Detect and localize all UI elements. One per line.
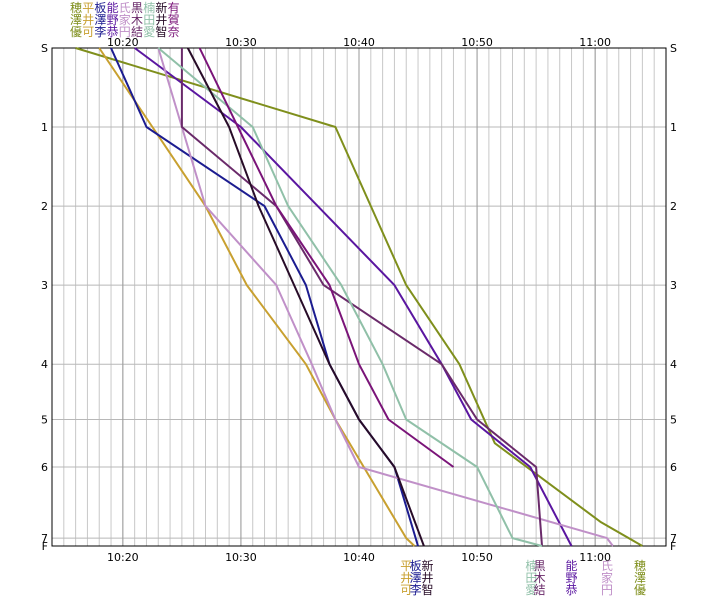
top-legend-char: 黒 <box>131 1 143 15</box>
series-line-9 <box>198 47 455 468</box>
bottom-legend-char: 能 <box>566 559 578 573</box>
y-tick-label-right: F <box>670 540 676 553</box>
bottom-legend-char: 穂 <box>634 559 646 573</box>
bottom-legend-char: 井 <box>421 571 433 585</box>
x-tick-label-top: 11:00 <box>579 36 611 49</box>
top-legend-char: 愛 <box>143 25 155 39</box>
x-tick-label-top: 10:30 <box>225 36 257 49</box>
y-tick-label-right: 3 <box>670 279 677 292</box>
bottom-legend-char: 井 <box>400 571 412 585</box>
bottom-legend-char: 黒 <box>534 559 546 573</box>
x-tick-label-bottom: 10:30 <box>225 551 257 564</box>
bottom-legend-char: 新 <box>421 558 433 573</box>
top-legend-char: 円 <box>119 25 131 39</box>
top-legend-char: 井 <box>82 13 94 27</box>
top-legend-char: 可 <box>82 25 94 39</box>
x-tick-label-bottom: 10:40 <box>343 551 375 564</box>
series-lines <box>75 47 643 547</box>
bottom-legend-char: 田 <box>525 571 537 585</box>
top-legend-char: 李 <box>94 24 106 39</box>
top-legend-char: 澤 <box>70 13 82 27</box>
x-tick-label-top: 10:20 <box>107 36 139 49</box>
top-legend-char: 澤 <box>94 13 106 27</box>
series-line-4 <box>134 47 573 547</box>
bottom-legend-char: 野 <box>566 571 578 585</box>
series-line-8 <box>186 47 425 547</box>
x-tick-label-top: 10:40 <box>343 36 375 49</box>
bottom-legend-char: 板 <box>410 559 422 573</box>
y-tick-label-left: 3 <box>41 279 48 292</box>
bottom-legend-char: 愛 <box>525 583 537 597</box>
plot-frame <box>51 47 667 547</box>
bottom-legend-char: 円 <box>601 583 613 597</box>
top-legend-char: 新 <box>155 0 167 15</box>
top-legend-char: 結 <box>131 25 143 39</box>
top-legend-char: 優 <box>70 25 82 39</box>
x-tick-label-bottom: 10:50 <box>461 551 493 564</box>
bottom-legend-char: 澤 <box>634 571 646 585</box>
x-tick-label-bottom: 10:20 <box>107 551 139 564</box>
bottom-legend-char: 優 <box>634 583 646 597</box>
y-tick-label-left: 6 <box>41 461 48 474</box>
top-legend-char: 氏 <box>119 1 131 15</box>
top-legend-char: 平 <box>82 1 94 15</box>
series-line-5 <box>157 47 614 547</box>
y-tick-label-right: 4 <box>670 358 677 371</box>
top-legend-char: 有 <box>168 1 180 15</box>
top-legend-char: 井 <box>155 13 167 27</box>
series-line-6 <box>180 48 543 547</box>
bottom-legend-char: 木 <box>534 571 546 585</box>
axis-ticks: 10:20 10:20 10:30 10:30 10:40 10:40 10:50 10:50… <box>41 36 677 564</box>
y-tick-label-left: 7 <box>41 532 48 545</box>
top-legend-char: 能 <box>107 1 119 15</box>
top-legend-char: 田 <box>143 13 155 27</box>
y-tick-label-right: S <box>670 42 677 55</box>
top-legend-char: 野 <box>107 13 119 27</box>
y-tick-label-right: 5 <box>670 414 677 427</box>
y-tick-label-left: F <box>42 540 48 553</box>
y-tick-label-left: 5 <box>41 414 48 427</box>
x-tick-label-bottom: 11:00 <box>579 551 611 564</box>
y-tick-label-left: 2 <box>41 200 48 213</box>
top-legend-char: 板 <box>94 1 106 15</box>
series-line-1 <box>75 47 643 547</box>
y-tick-label-right: 6 <box>670 461 677 474</box>
bottom-legend-char: 楠 <box>525 558 537 573</box>
y-tick-label-right: 7 <box>670 532 677 545</box>
x-tick-label-top: 10:50 <box>461 36 493 49</box>
top-legend-char: 智 <box>155 24 167 39</box>
bottom-legend-char: 李 <box>410 582 422 597</box>
bottom-legend-char: 家 <box>601 570 613 585</box>
bottom-legend-char: 恭 <box>566 583 578 597</box>
top-legend-char: 穂 <box>70 1 82 15</box>
top-legend-char: 賀 <box>168 13 180 27</box>
top-legend-char: 楠 <box>143 0 155 15</box>
bottom-legend-char: 可 <box>400 583 412 597</box>
top-legend-char: 恭 <box>107 25 119 39</box>
y-tick-label-right: 1 <box>670 121 677 134</box>
bottom-legend-char: 智 <box>421 582 433 597</box>
y-tick-label-left: S <box>41 42 48 55</box>
top-legend-char: 家 <box>119 12 131 27</box>
series-line-2 <box>98 47 416 547</box>
y-tick-label-left: 4 <box>41 358 48 371</box>
bottom-legend-char: 氏 <box>601 559 613 573</box>
bottom-legend-char: 澤 <box>410 571 422 585</box>
y-tick-label-right: 2 <box>670 200 677 213</box>
series-line-7 <box>157 47 543 547</box>
top-legend-char: 奈 <box>168 25 180 39</box>
bottom-legend-char: 結 <box>534 583 546 597</box>
top-legend-char: 木 <box>131 13 143 27</box>
bottom-legend-char: 平 <box>400 559 412 573</box>
y-tick-label-left: 1 <box>41 121 48 134</box>
